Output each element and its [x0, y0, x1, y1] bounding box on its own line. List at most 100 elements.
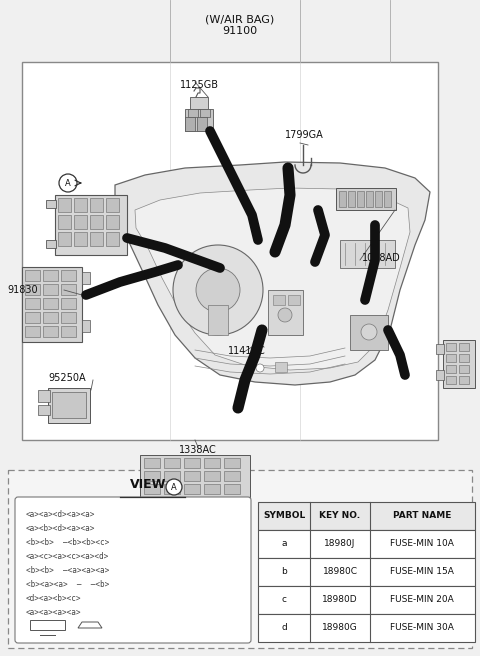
Circle shape	[173, 245, 263, 335]
Bar	[459, 354, 469, 362]
Polygon shape	[313, 259, 318, 265]
Bar	[22, 62, 438, 440]
Text: <b><a><a>  —  —<b>: <b><a><a> — —<b>	[26, 580, 109, 589]
Circle shape	[59, 174, 77, 192]
Bar	[106, 232, 119, 246]
Polygon shape	[273, 249, 278, 256]
Bar	[258, 530, 475, 558]
Bar	[268, 290, 303, 335]
Bar	[55, 195, 127, 255]
Bar	[25, 270, 40, 281]
Bar	[459, 343, 469, 351]
Bar	[61, 270, 76, 281]
Bar	[184, 471, 200, 481]
Bar	[224, 458, 240, 468]
Text: (W/AIR BAG): (W/AIR BAG)	[205, 14, 275, 24]
Bar	[43, 326, 58, 337]
Bar	[48, 388, 90, 423]
Polygon shape	[135, 188, 410, 370]
Bar	[204, 458, 220, 468]
Bar	[185, 109, 213, 131]
Bar	[446, 376, 456, 384]
Bar	[200, 109, 210, 117]
Bar	[190, 97, 208, 109]
Bar	[25, 312, 40, 323]
Polygon shape	[115, 162, 430, 385]
Bar	[90, 198, 103, 212]
Bar	[336, 188, 396, 210]
Bar	[197, 117, 207, 131]
Bar	[43, 270, 58, 281]
Bar	[208, 305, 228, 335]
Bar	[366, 191, 373, 207]
Bar	[357, 191, 364, 207]
Bar	[46, 240, 56, 248]
Bar	[144, 458, 160, 468]
Text: FUSE-MIN 20A: FUSE-MIN 20A	[390, 596, 454, 604]
Bar	[25, 326, 40, 337]
Bar	[43, 312, 58, 323]
Bar	[288, 295, 300, 305]
Bar	[74, 215, 87, 229]
Polygon shape	[402, 373, 407, 379]
Bar	[144, 471, 160, 481]
Text: 91830: 91830	[7, 285, 37, 295]
Bar	[61, 284, 76, 295]
Bar	[204, 471, 220, 481]
Polygon shape	[175, 263, 181, 268]
Bar	[38, 390, 50, 402]
Text: A: A	[65, 178, 71, 188]
Text: 18980G: 18980G	[322, 623, 358, 632]
Text: 18980J: 18980J	[324, 539, 356, 548]
Bar	[350, 315, 388, 350]
Text: FUSE-MIN 30A: FUSE-MIN 30A	[390, 623, 454, 632]
Bar	[82, 320, 90, 332]
Text: <b><b>  —<a><a><a>: <b><b> —<a><a><a>	[26, 566, 109, 575]
Bar	[446, 343, 456, 351]
Text: <a><a><d><a><a>: <a><a><d><a><a>	[26, 510, 96, 519]
Bar	[185, 117, 195, 131]
Bar	[164, 484, 180, 494]
Text: 1125GB: 1125GB	[180, 80, 219, 90]
Text: KEY NO.: KEY NO.	[319, 512, 360, 520]
Polygon shape	[255, 237, 260, 243]
Text: 1018AD: 1018AD	[362, 253, 401, 263]
Text: <a><a><a><a>: <a><a><a><a>	[26, 608, 82, 617]
Bar	[204, 484, 220, 494]
Text: FUSE-MIN 10A: FUSE-MIN 10A	[390, 539, 454, 548]
Bar	[436, 344, 444, 354]
Bar	[459, 376, 469, 384]
Bar	[43, 284, 58, 295]
Bar	[61, 298, 76, 309]
Circle shape	[361, 324, 377, 340]
Circle shape	[196, 268, 240, 312]
Bar	[258, 586, 475, 614]
Bar	[224, 484, 240, 494]
Text: <b><b>  —<b><b><c>: <b><b> —<b><b><c>	[26, 538, 109, 547]
Bar	[74, 232, 87, 246]
Polygon shape	[217, 265, 223, 270]
Text: <a><b><d><a><a>: <a><b><d><a><a>	[26, 524, 96, 533]
Polygon shape	[78, 622, 102, 628]
Bar	[164, 458, 180, 468]
Bar	[140, 455, 250, 497]
Text: SYMBOL: SYMBOL	[263, 512, 305, 520]
Bar	[446, 365, 456, 373]
Text: <a><c><a><c><a><d>: <a><c><a><c><a><d>	[26, 552, 109, 561]
Bar	[25, 298, 40, 309]
Bar	[22, 267, 82, 342]
Bar	[436, 370, 444, 380]
Bar	[61, 326, 76, 337]
Text: PART NAME: PART NAME	[393, 512, 451, 520]
Bar	[38, 405, 50, 415]
Bar	[273, 295, 285, 305]
Polygon shape	[236, 405, 241, 412]
Bar	[61, 312, 76, 323]
Bar	[25, 284, 40, 295]
Text: b: b	[281, 567, 287, 577]
Bar	[184, 458, 200, 468]
Bar	[275, 362, 287, 372]
Bar	[43, 298, 58, 309]
Bar	[339, 191, 346, 207]
Text: c: c	[281, 596, 287, 604]
